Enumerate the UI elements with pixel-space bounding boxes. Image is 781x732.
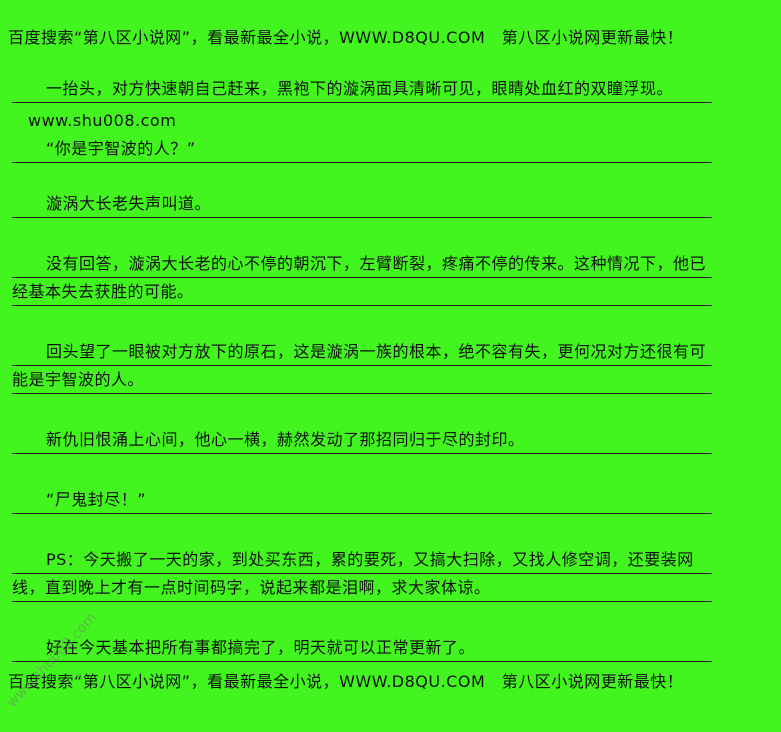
novel-paragraph: 新仇旧恨涌上心间，他心一横，赫然发动了那招同归于尽的封印。 xyxy=(12,426,712,454)
novel-paragraph: 回头望了一眼被对方放下的原石，这是漩涡一族的根本，绝不容有失，更何况对方还很有可… xyxy=(12,338,712,394)
site-url-line: www.shu008.com xyxy=(28,111,177,130)
novel-paragraph: 没有回答，漩涡大长老的心不停的朝沉下，左臂断裂，疼痛不停的传来。这种情况下，他已… xyxy=(12,250,712,306)
novel-paragraph: “尸鬼封尽！” xyxy=(12,486,712,514)
novel-paragraph: 一抬头，对方快速朝自己赶来，黑袍下的漩涡面具清晰可见，眼睛处血红的双瞳浮现。 xyxy=(12,75,712,103)
novel-paragraph: 好在今天基本把所有事都搞完了，明天就可以正常更新了。 xyxy=(12,634,712,662)
site-banner-bottom: 百度搜索“第八区小说网”，看最新最全小说，WWW.D8QU.COM 第八区小说网… xyxy=(8,672,684,691)
site-banner-top: 百度搜索“第八区小说网”，看最新最全小说，WWW.D8QU.COM 第八区小说网… xyxy=(8,28,684,47)
novel-paragraph: PS：今天搬了一天的家，到处买东西，累的要死，又搞大扫除，又找人修空调，还要装网… xyxy=(12,546,712,602)
novel-paragraph: “你是宇智波的人？” xyxy=(12,135,712,163)
novel-paragraph: 漩涡大长老失声叫道。 xyxy=(12,190,712,218)
novel-content: 一抬头，对方快速朝自己赶来，黑袍下的漩涡面具清晰可见，眼睛处血红的双瞳浮现。 ww… xyxy=(12,75,712,662)
